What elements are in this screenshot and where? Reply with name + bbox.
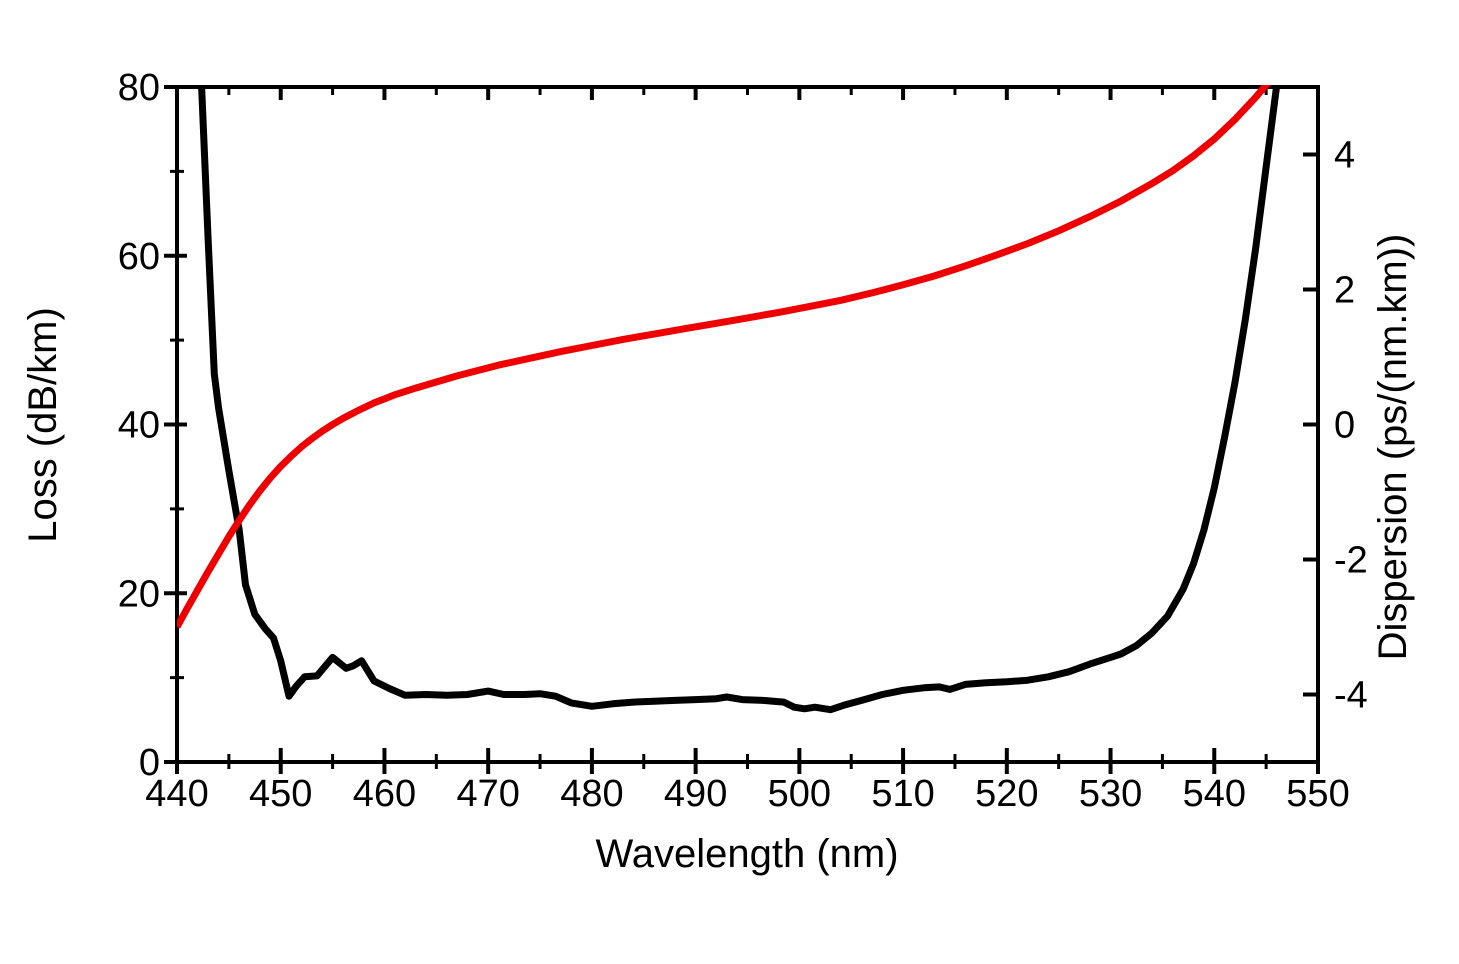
x-tick-label: 520 <box>975 773 1038 815</box>
x-axis-tick-labels: 440 450 460 470 480 490 500 510 520 530 540 550 <box>145 773 1349 815</box>
y-right-tick-label: -4 <box>1334 675 1368 717</box>
x-tick-label: 480 <box>560 773 623 815</box>
x-axis-ticks-bottom <box>175 748 1320 774</box>
y-axis-ticks-left <box>164 85 187 764</box>
x-tick-label: 550 <box>1286 773 1349 815</box>
x-tick-label: 460 <box>353 773 416 815</box>
x-tick-label: 490 <box>664 773 727 815</box>
x-axis-title: Wavelength (nm) <box>595 832 898 876</box>
x-tick-label: 450 <box>249 773 312 815</box>
x-axis-ticks-top <box>175 87 1320 100</box>
y-left-tick-label: 80 <box>118 67 160 109</box>
x-tick-label: 500 <box>768 773 831 815</box>
x-tick-label: 530 <box>1079 773 1142 815</box>
y-left-tick-label: 40 <box>118 405 160 447</box>
y-axis-tick-labels-left: 0 20 40 60 80 <box>118 67 160 784</box>
y-right-tick-label: 4 <box>1334 135 1355 177</box>
x-tick-label: 440 <box>145 773 208 815</box>
x-tick-label: 540 <box>1183 773 1246 815</box>
y-axis-tick-labels-right: -4 -2 0 2 4 <box>1334 135 1368 717</box>
y-right-axis-title: Dispersion (ps/(nm.km)) <box>1371 234 1415 661</box>
y-left-tick-label: 0 <box>139 742 160 784</box>
x-tick-label: 470 <box>456 773 519 815</box>
y-left-axis-title: Loss (dB/km) <box>21 307 65 543</box>
y-right-tick-label: 0 <box>1334 405 1355 447</box>
y-right-tick-label: 2 <box>1334 270 1355 312</box>
series-lines <box>177 85 1281 714</box>
x-tick-label: 510 <box>871 773 934 815</box>
series-dispersion-line <box>177 85 1271 629</box>
y-left-tick-label: 20 <box>118 573 160 615</box>
y-left-tick-label: 60 <box>118 236 160 278</box>
y-right-tick-label: -2 <box>1334 540 1368 582</box>
series-loss-line <box>198 85 1281 714</box>
y-axis-ticks-right <box>1303 152 1318 697</box>
